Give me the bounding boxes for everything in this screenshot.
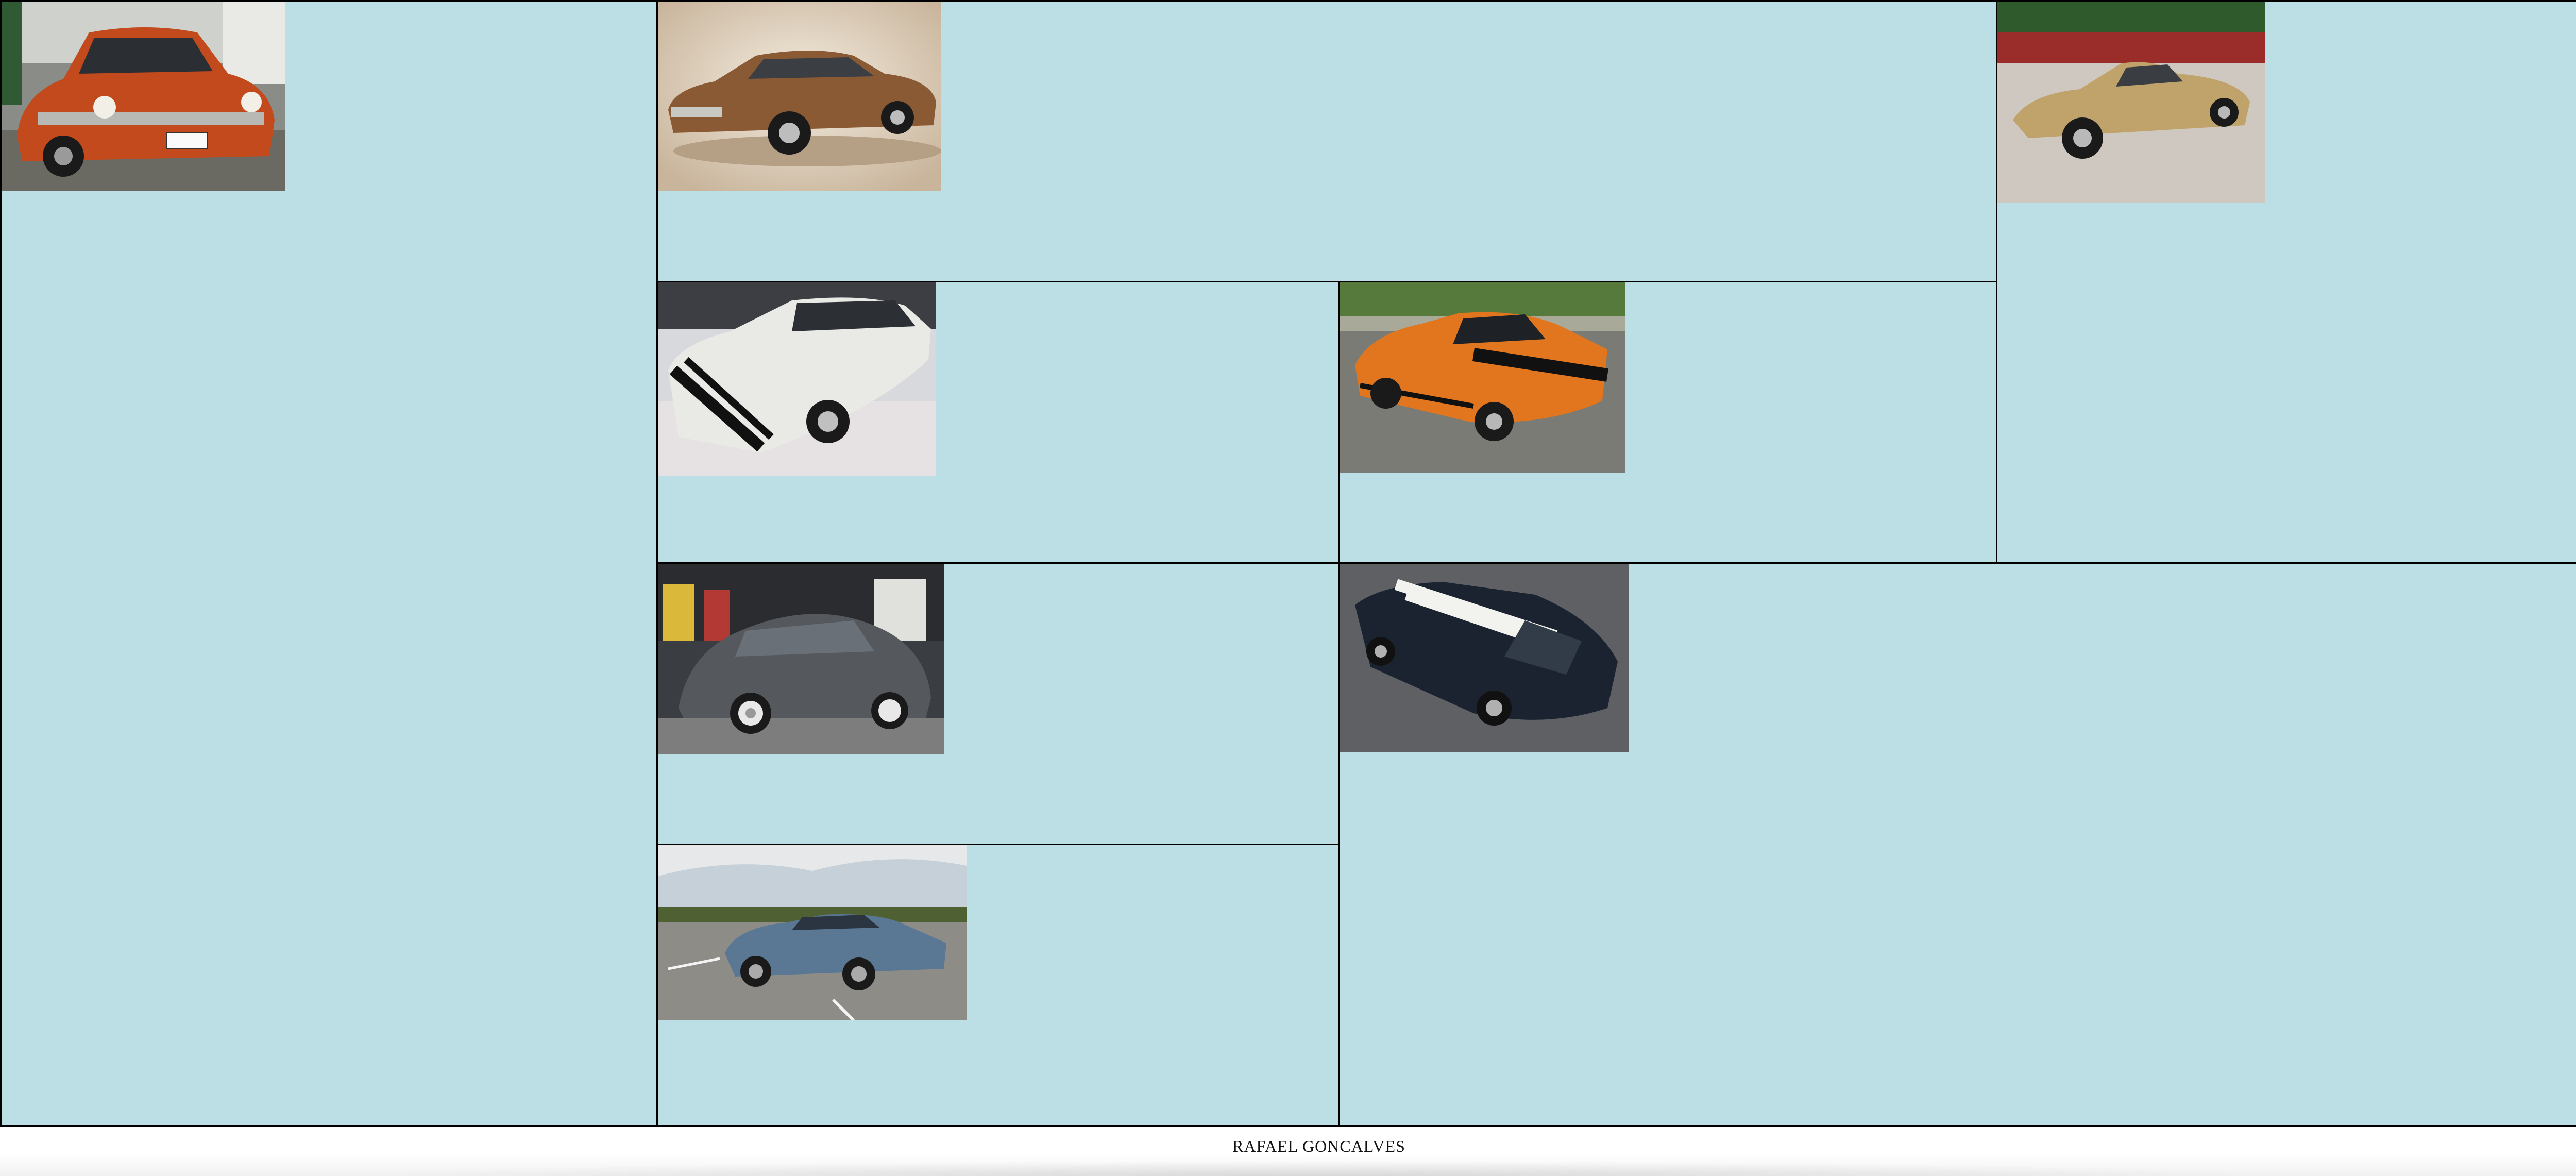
footer-shadow <box>361 1161 2277 1176</box>
footer: RAFAEL GONCALVES <box>0 1127 2576 1176</box>
car-photo[interactable] <box>2 2 285 191</box>
car-photo[interactable] <box>658 845 967 1020</box>
car-photo[interactable] <box>1340 564 1629 752</box>
gallery-grid <box>0 0 2576 1127</box>
footer-author: RAFAEL GONCALVES <box>1232 1137 1405 1155</box>
gallery-cell <box>656 281 1340 564</box>
car-photo[interactable] <box>658 282 936 476</box>
gallery-cell <box>1338 562 2576 1127</box>
car-photo[interactable] <box>658 564 944 754</box>
gallery-cell <box>0 0 658 1127</box>
gallery-cell <box>656 0 1997 282</box>
car-photo[interactable] <box>658 2 941 191</box>
gallery-cell <box>656 562 1340 845</box>
gallery-cell <box>656 844 1340 1127</box>
gallery-cell <box>1996 0 2576 564</box>
car-photo[interactable] <box>1340 282 1625 473</box>
gallery-cell <box>1338 281 1997 564</box>
car-photo[interactable] <box>1997 2 2265 203</box>
